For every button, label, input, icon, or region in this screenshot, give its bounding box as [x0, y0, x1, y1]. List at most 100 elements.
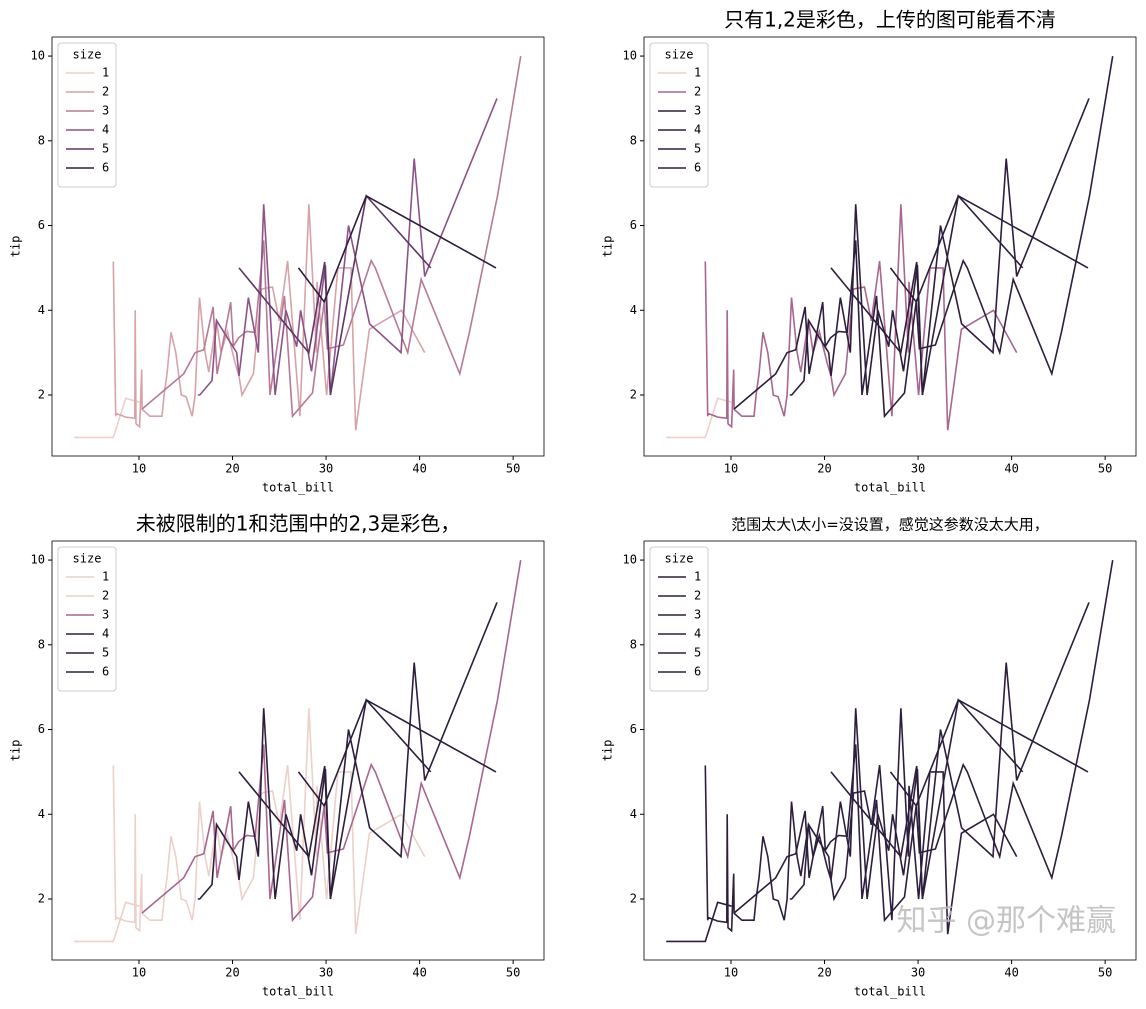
legend-label: 4: [694, 627, 701, 641]
legend-label: 5: [694, 142, 701, 156]
plot-frame: [643, 36, 1137, 457]
x-tick-label: 30: [911, 462, 925, 476]
series-line: [141, 55, 522, 419]
y-tick-label: 10: [31, 553, 45, 567]
series-line: [297, 698, 497, 808]
legend-label: 1: [694, 570, 701, 584]
series-line: [733, 55, 1114, 419]
subplot-title: 未被限制的1和范围中的2,3是彩色，: [136, 512, 461, 536]
y-tick-label: 6: [38, 722, 45, 736]
legend-label: 1: [102, 66, 109, 80]
x-tick-label: 40: [412, 966, 426, 980]
legend-title: size: [73, 552, 102, 566]
legend-label: 5: [102, 142, 109, 156]
subplot-title: 只有1,2是彩色，上传的图可能看不清: [724, 8, 1056, 32]
legend-box: [57, 42, 117, 188]
x-tick-label: 40: [1004, 966, 1018, 980]
x-tick-label: 40: [1004, 462, 1018, 476]
legend-label: 2: [102, 85, 109, 99]
series-line: [238, 698, 432, 900]
legend-title: size: [73, 48, 102, 62]
x-axis-label: total_bill: [262, 985, 334, 999]
plot-frame: [51, 540, 545, 961]
series-line: [789, 98, 1090, 396]
y-tick-label: 10: [623, 49, 637, 63]
x-tick-label: 20: [817, 462, 831, 476]
y-tick-label: 8: [38, 133, 45, 147]
legend-label: 1: [694, 66, 701, 80]
y-tick-label: 10: [31, 49, 45, 63]
subplot-title: 范围太大\太小=没设置，感觉这参数没太大用，: [731, 516, 1049, 534]
plot-frame: [51, 36, 545, 457]
x-tick-label: 10: [132, 462, 146, 476]
x-axis-label: total_bill: [854, 481, 926, 495]
legend-box: [649, 42, 709, 188]
series-line: [74, 397, 140, 439]
legend-label: 2: [694, 85, 701, 99]
x-tick-label: 10: [724, 462, 738, 476]
legend-box: [649, 546, 709, 692]
series-line: [704, 708, 1018, 935]
series-line: [74, 901, 140, 943]
legend-label: 4: [694, 123, 701, 137]
legend-label: 4: [102, 123, 109, 137]
legend-label: 2: [694, 589, 701, 603]
y-tick-label: 10: [623, 553, 637, 567]
series-line: [733, 559, 1114, 923]
legend-label: 3: [102, 608, 109, 622]
series-line: [889, 194, 1089, 304]
y-tick-label: 8: [630, 637, 637, 651]
x-tick-label: 50: [1098, 966, 1112, 980]
legend-label: 3: [694, 104, 701, 118]
legend-label: 2: [102, 589, 109, 603]
legend-box: [57, 546, 117, 692]
x-tick-label: 50: [506, 462, 520, 476]
subplot: 只有1,2是彩色，上传的图可能看不清 10 20 30 40 50 2 4 6 8 10 total_…: [601, 8, 1137, 495]
y-tick-label: 6: [630, 218, 637, 232]
x-tick-label: 20: [817, 966, 831, 980]
x-tick-label: 30: [319, 462, 333, 476]
y-tick-label: 8: [630, 133, 637, 147]
series-line: [197, 602, 498, 900]
series-line: [889, 698, 1089, 808]
y-tick-label: 8: [38, 637, 45, 651]
y-axis-label: tip: [601, 740, 615, 762]
series-line: [297, 194, 497, 304]
series-line: [666, 397, 732, 439]
y-axis-label: tip: [601, 236, 615, 258]
x-tick-label: 20: [225, 462, 239, 476]
y-axis-label: tip: [9, 740, 23, 762]
x-tick-label: 30: [911, 966, 925, 980]
y-tick-label: 2: [630, 891, 637, 905]
subplot: 未被限制的1和范围中的2,3是彩色， 10 20 30 40 50 2 4 6 8 10 total_…: [9, 512, 545, 999]
series-line: [830, 194, 1024, 396]
legend-label: 6: [694, 665, 701, 679]
series-line: [238, 194, 432, 396]
legend-label: 6: [102, 665, 109, 679]
x-tick-label: 50: [1098, 462, 1112, 476]
legend-label: 3: [694, 608, 701, 622]
x-tick-label: 10: [724, 966, 738, 980]
x-tick-label: 20: [225, 966, 239, 980]
subplot: 范围太大\太小=没设置，感觉这参数没太大用， 10 20 30 40 50 2 4 6 8 10 to…: [601, 516, 1137, 999]
series-line: [666, 901, 732, 943]
series-line: [197, 98, 498, 396]
x-tick-label: 10: [132, 966, 146, 980]
series-line: [704, 204, 1018, 431]
legend-label: 4: [102, 627, 109, 641]
y-tick-label: 2: [38, 387, 45, 401]
y-tick-label: 4: [630, 303, 637, 317]
legend-label: 1: [102, 570, 109, 584]
y-tick-label: 4: [38, 303, 45, 317]
series-line: [830, 698, 1024, 900]
series-line: [112, 204, 426, 431]
legend-label: 5: [694, 646, 701, 660]
legend-title: size: [665, 48, 694, 62]
y-tick-label: 2: [38, 891, 45, 905]
series-line: [141, 559, 522, 923]
y-tick-label: 2: [630, 387, 637, 401]
legend-label: 3: [102, 104, 109, 118]
x-axis-label: total_bill: [262, 481, 334, 495]
